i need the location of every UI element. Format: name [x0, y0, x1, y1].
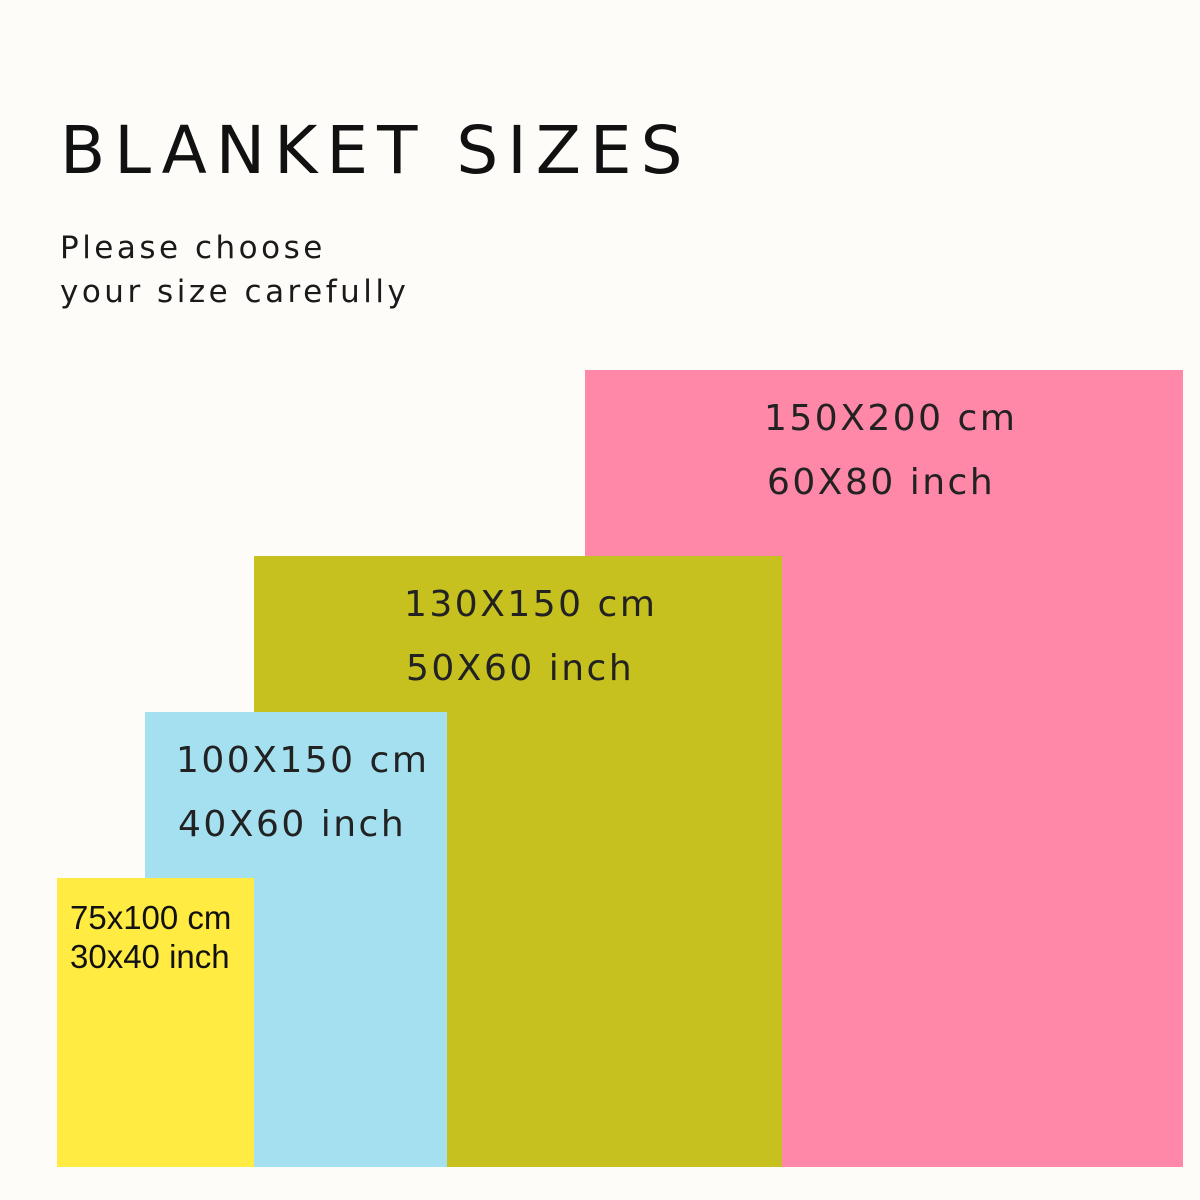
size-150x200-inch-label: 60X80 inch — [767, 462, 996, 503]
subtitle-line-1: Please choose — [60, 230, 326, 266]
size-100x150-cm-label: 100X150 cm — [176, 740, 430, 781]
size-75x100-cm-label: 75x100 cm — [70, 899, 232, 936]
size-75x100-inch-label: 30x40 inch — [70, 938, 230, 975]
size-75x100-block — [57, 878, 254, 1167]
size-100x150-inch-label: 40X60 inch — [178, 804, 407, 845]
size-130x150-cm-label: 130X150 cm — [404, 584, 658, 625]
size-150x200-cm-label: 150X200 cm — [764, 398, 1018, 439]
size-130x150-inch-label: 50X60 inch — [406, 648, 635, 689]
subtitle-line-2: your size carefully — [60, 274, 410, 310]
page-title: BLANKET SIZES — [60, 112, 692, 189]
